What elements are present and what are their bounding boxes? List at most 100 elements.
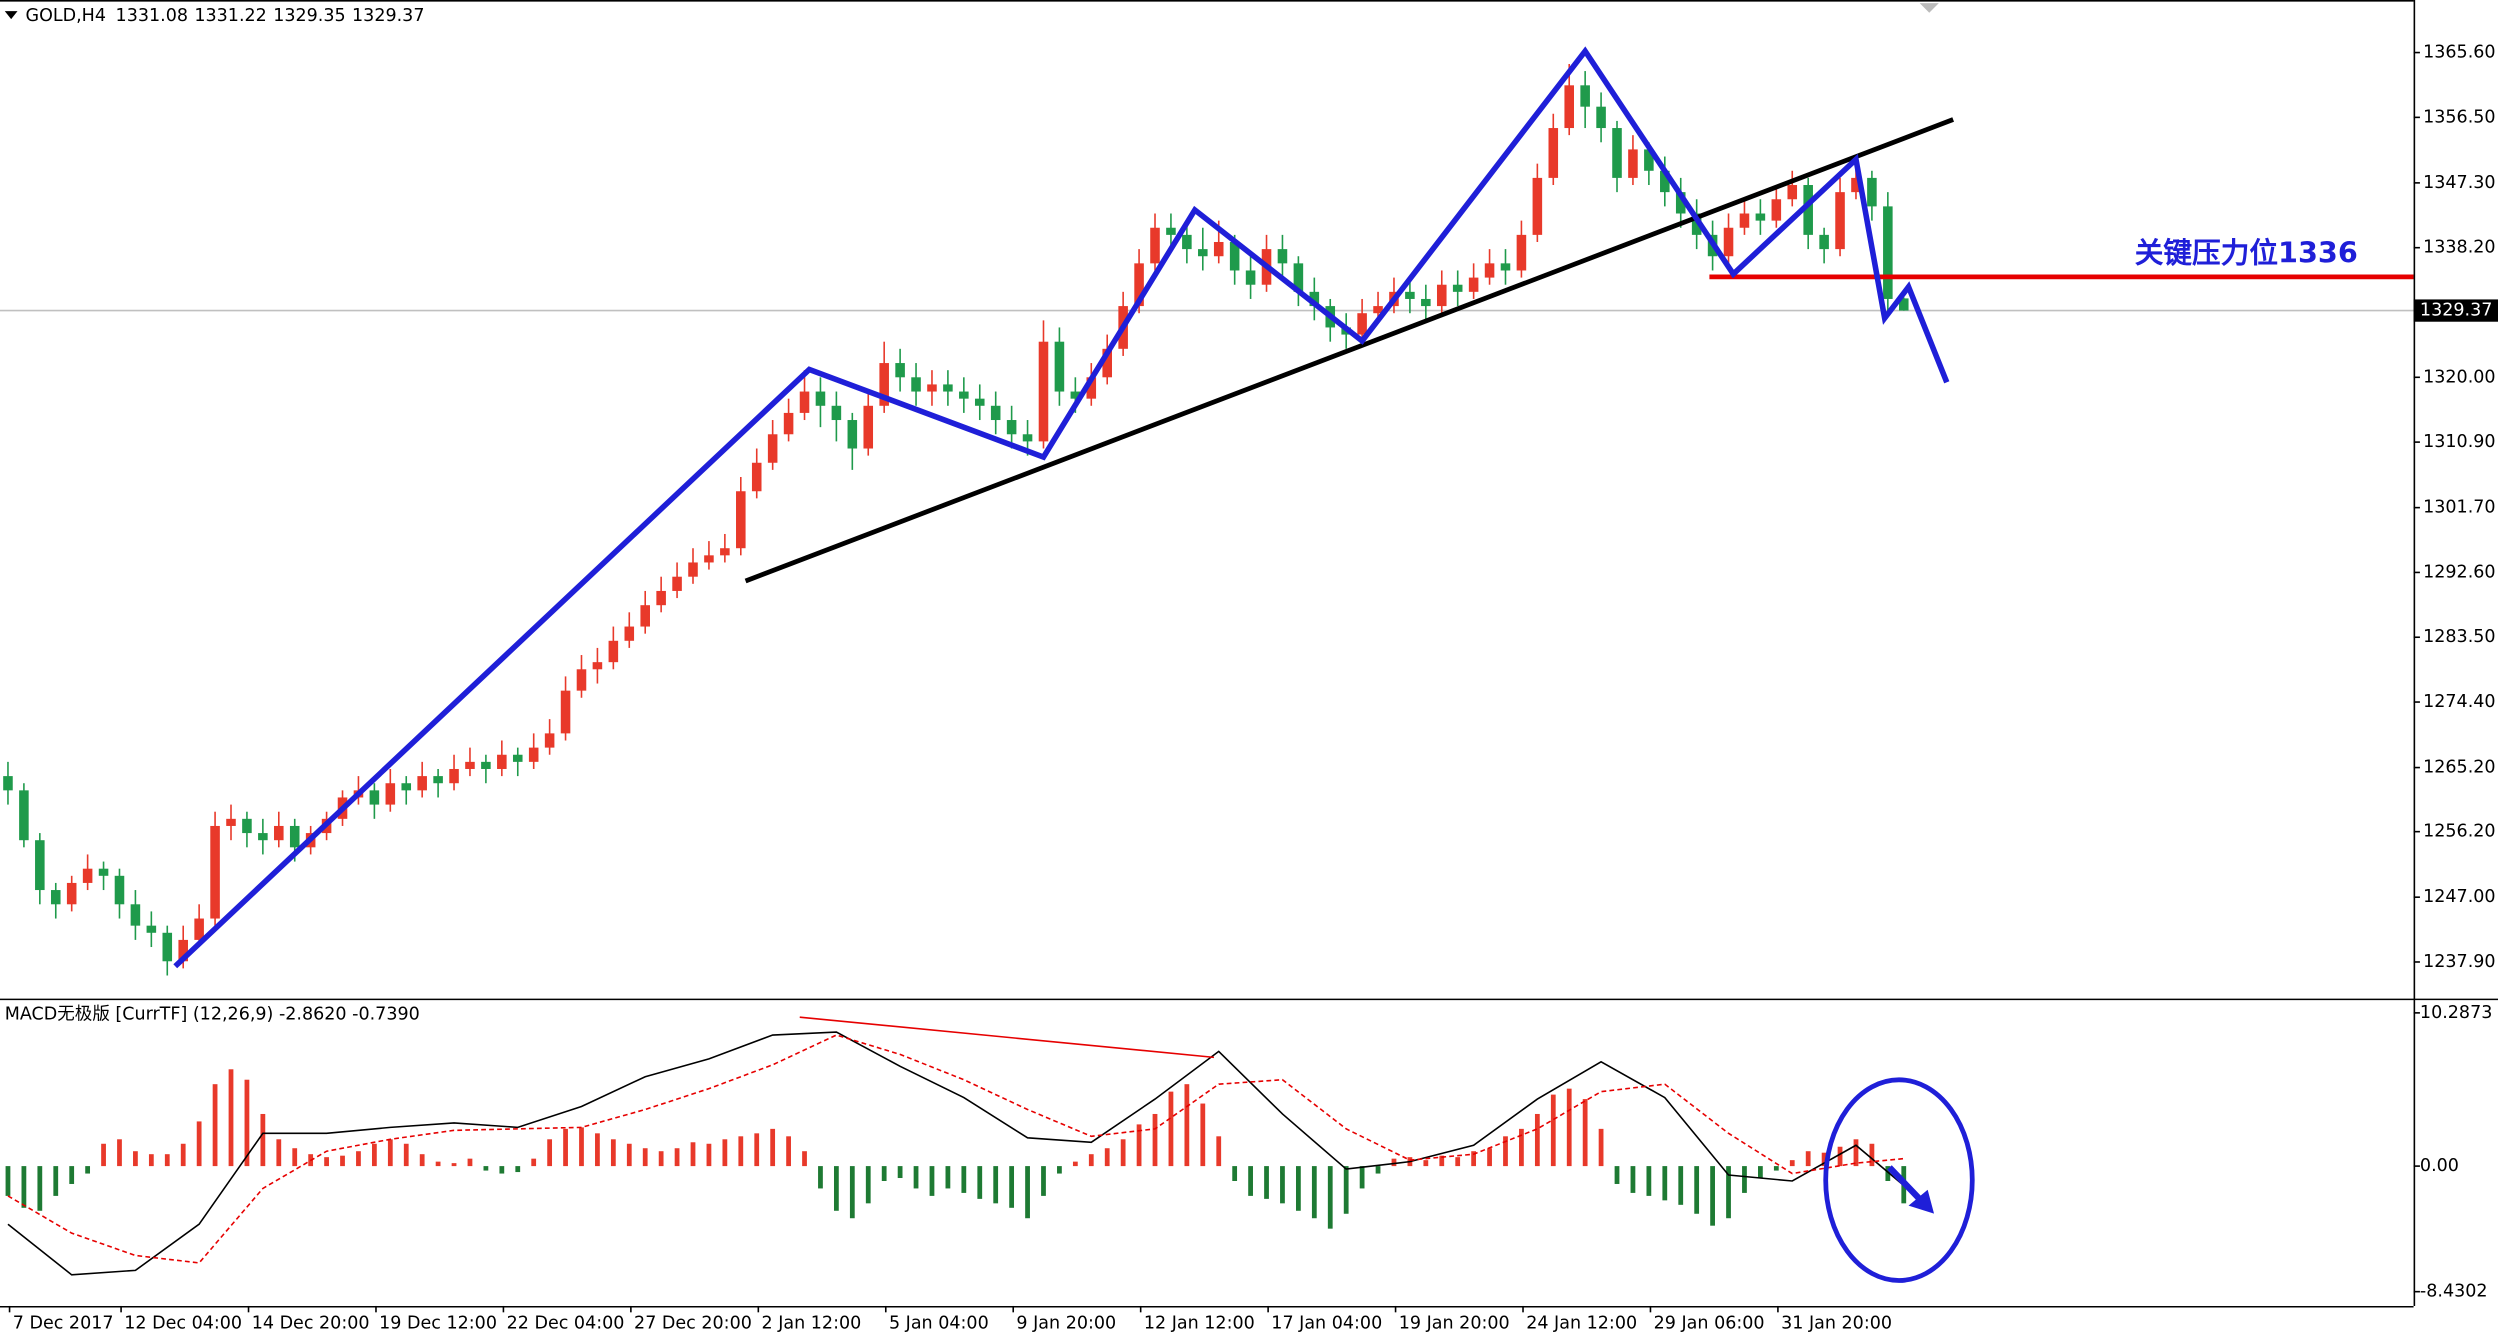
- macd-bar: [403, 1143, 409, 1167]
- y-tick-label: 1310.90: [2423, 432, 2495, 452]
- macd-bar: [164, 1154, 170, 1167]
- candle-body: [82, 868, 93, 883]
- indicator-label: MACD无极版 [CurrTF] (12,26,9) -2.8620 -0.73…: [5, 1005, 420, 1025]
- macd-bar: [929, 1166, 935, 1196]
- high: 1331.22: [194, 6, 266, 26]
- macd-bar: [276, 1139, 282, 1167]
- macd-bar: [1471, 1151, 1477, 1167]
- candle-body: [1182, 234, 1192, 250]
- candle-body: [449, 768, 459, 784]
- macd-bar: [515, 1166, 521, 1173]
- macd-bar: [1184, 1084, 1190, 1167]
- macd-bar: [1885, 1166, 1891, 1181]
- candle-body: [1213, 241, 1224, 257]
- y-tick-label: 1338.20: [2423, 238, 2495, 258]
- macd-bar: [1088, 1154, 1094, 1167]
- x-tick-label: 27 Dec 20:00: [634, 1313, 752, 1333]
- macd-bar: [993, 1166, 999, 1204]
- candle-body: [465, 761, 475, 769]
- candle-body: [1819, 234, 1829, 250]
- x-tick-label: 22 Dec 04:00: [507, 1313, 625, 1333]
- candle-body: [799, 391, 810, 413]
- y-tick-label: 1283.50: [2423, 627, 2495, 647]
- trend-line: [744, 117, 1955, 584]
- macd-bar: [595, 1133, 600, 1167]
- macd-bar: [1168, 1091, 1174, 1167]
- y-tick-label: 1256.20: [2423, 822, 2495, 842]
- macd-bar: [1009, 1166, 1015, 1208]
- macd-bar: [21, 1166, 27, 1208]
- candle-body: [1787, 185, 1798, 200]
- macd-bar: [483, 1166, 489, 1171]
- candle-body: [624, 626, 635, 641]
- candle-body: [990, 405, 1001, 421]
- symbol: GOLD,H4: [25, 6, 106, 26]
- x-tick-label: 9 Jan 20:00: [1016, 1313, 1116, 1333]
- candle-body: [274, 825, 284, 841]
- macd-bar: [196, 1121, 202, 1167]
- x-tick-label: 5 Jan 04:00: [889, 1313, 989, 1333]
- macd-bar: [212, 1084, 218, 1167]
- candle-body: [1277, 249, 1288, 264]
- open: 1331.08: [116, 6, 188, 26]
- candle-body: [1421, 298, 1431, 307]
- macd-bar: [674, 1148, 680, 1167]
- macd-bar: [945, 1166, 951, 1189]
- candle-body: [1086, 377, 1097, 399]
- current-price-box: [2413, 299, 2498, 322]
- candle-body: [974, 398, 985, 406]
- menu-triangle[interactable]: [4, 11, 18, 20]
- plot-layer: 1365.60 1356.50 1347.30 1338.20 1320.00 1310.…: [0, 43, 2498, 1333]
- candle-body: [1166, 227, 1176, 235]
- candle-body: [672, 576, 682, 591]
- macd-bar: [133, 1151, 138, 1167]
- macd-bar: [1773, 1166, 1779, 1171]
- candle-body: [1755, 213, 1766, 221]
- macd-bar: [1805, 1151, 1811, 1167]
- y-tick-label: 1347.30: [2423, 173, 2495, 193]
- macd-bar: [1519, 1128, 1524, 1167]
- macd-bar: [1200, 1103, 1206, 1167]
- macd-bar: [1757, 1166, 1763, 1179]
- macd-bar: [371, 1143, 377, 1167]
- candle-body: [512, 754, 523, 762]
- x-tick-label: 12 Dec 04:00: [124, 1313, 242, 1333]
- candle-body: [1660, 170, 1670, 193]
- arrow-shaft: [1887, 1165, 1926, 1205]
- candle-body: [1883, 206, 1893, 299]
- macd-bar: [1264, 1166, 1269, 1199]
- candle-body: [1054, 341, 1065, 392]
- macd-bar: [1152, 1113, 1158, 1167]
- candle-body: [1675, 192, 1686, 214]
- candle-body: [544, 733, 555, 748]
- macd-bar: [101, 1143, 106, 1167]
- macd-bar: [642, 1148, 648, 1167]
- candle-body: [146, 925, 157, 933]
- candle-body: [1898, 298, 1909, 311]
- macd-bar: [579, 1127, 584, 1167]
- macd-bar: [1311, 1166, 1317, 1219]
- candle-body: [1596, 106, 1606, 129]
- macd-bar: [5, 1166, 11, 1196]
- candle-body: [433, 776, 443, 784]
- macd-line: [7, 1031, 1905, 1276]
- macd-bar: [1742, 1166, 1747, 1193]
- candle-body: [401, 783, 412, 791]
- candle-body: [576, 669, 587, 691]
- x-tick-label: 19 Dec 12:00: [379, 1313, 497, 1333]
- macd-bar: [244, 1079, 250, 1167]
- candle-body: [114, 875, 125, 905]
- macd-bar: [849, 1166, 855, 1219]
- macd-bar: [1614, 1166, 1620, 1184]
- macd-bar: [1327, 1166, 1333, 1229]
- candle-body: [1309, 291, 1320, 307]
- candle-body: [385, 783, 396, 805]
- macd-bar: [69, 1166, 75, 1184]
- macd-bar: [180, 1143, 186, 1167]
- macd-bar: [977, 1166, 983, 1199]
- macd-bar: [228, 1069, 234, 1167]
- candle-body: [943, 384, 953, 392]
- macd-bar: [1662, 1166, 1668, 1201]
- candle-body: [1803, 185, 1813, 235]
- candle-body: [1373, 306, 1383, 314]
